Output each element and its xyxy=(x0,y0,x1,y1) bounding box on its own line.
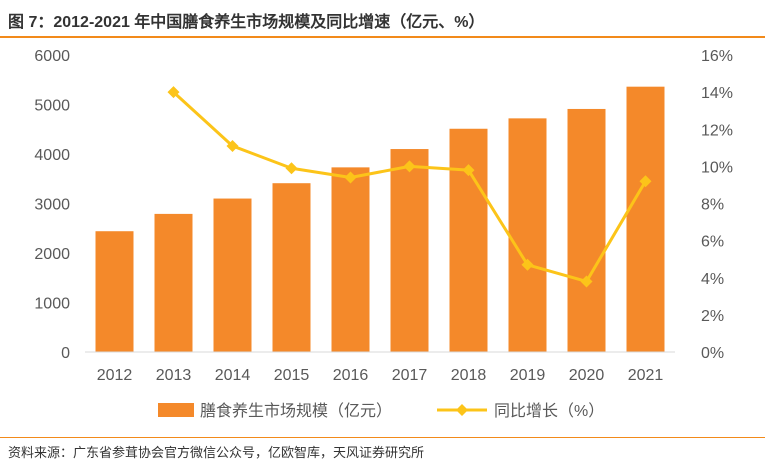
growth-point xyxy=(403,160,416,173)
bar xyxy=(95,231,134,352)
y-left-tick-label: 0 xyxy=(61,345,70,362)
bar xyxy=(154,213,193,352)
growth-point xyxy=(226,139,239,152)
y-right-tick-label: 4% xyxy=(701,271,724,288)
y-right-tick-label: 12% xyxy=(701,122,733,139)
y-right-tick-label: 10% xyxy=(701,159,733,176)
legend-label-line: 同比增长（%） xyxy=(494,402,604,420)
y-right-tick-label: 6% xyxy=(701,234,724,251)
growth-point xyxy=(639,175,652,188)
legend-swatch-marker xyxy=(456,404,468,416)
legend-swatch-bar xyxy=(158,403,194,417)
y-left-tick-label: 3000 xyxy=(34,197,70,214)
bar xyxy=(626,86,665,353)
y-right-tick-label: 14% xyxy=(701,85,733,102)
y-left-tick-label: 6000 xyxy=(34,48,70,65)
axes: 0 1000 2000 3000 4000 5000 6000 0% 2% 4% 6% 8% 10% 12… xyxy=(34,48,733,384)
growth-point xyxy=(521,258,534,271)
line-series xyxy=(167,86,652,288)
y-right-tick-label: 16% xyxy=(701,48,733,65)
x-tick-label: 2021 xyxy=(628,367,664,384)
growth-point xyxy=(580,275,593,288)
growth-point xyxy=(167,86,180,99)
y-right-tick-label: 2% xyxy=(701,308,724,325)
bar-series xyxy=(95,86,665,353)
y-right-tick-label: 8% xyxy=(701,197,724,214)
growth-point xyxy=(285,162,298,175)
source-note: 资料来源：广东省参茸协会官方微信公众号，亿欧智库，天风证券研究所 xyxy=(8,445,425,460)
x-tick-label: 2019 xyxy=(510,367,546,384)
bar xyxy=(449,128,488,352)
source-divider xyxy=(0,437,765,438)
figure-title: 图 7：2012-2021 年中国膳食养生市场规模及同比增速（亿元、%） xyxy=(8,14,485,31)
x-tick-label: 2016 xyxy=(333,367,369,384)
x-tick-label: 2020 xyxy=(569,367,605,384)
x-tick-label: 2014 xyxy=(215,367,251,384)
chart-area: 0 1000 2000 3000 4000 5000 6000 0% 2% 4% 6% 8% 10% 12… xyxy=(0,38,765,438)
y-left-tick-label: 2000 xyxy=(34,246,70,263)
bar xyxy=(390,149,429,352)
growth-point xyxy=(462,164,475,177)
x-tick-label: 2012 xyxy=(97,367,133,384)
x-tick-label: 2018 xyxy=(451,367,487,384)
x-tick-label: 2013 xyxy=(156,367,192,384)
legend: 膳食养生市场规模（亿元） 同比增长（%） xyxy=(158,402,604,420)
bar xyxy=(331,167,370,352)
combo-chart: 0 1000 2000 3000 4000 5000 6000 0% 2% 4% 6% 8% 10% 12… xyxy=(34,48,733,420)
bar xyxy=(567,108,606,352)
figure-title-bar: 图 7：2012-2021 年中国膳食养生市场规模及同比增速（亿元、%） xyxy=(0,0,765,38)
y-right-tick-label: 0% xyxy=(701,345,724,362)
bar xyxy=(508,118,547,352)
title-divider xyxy=(0,36,765,38)
y-left-tick-label: 1000 xyxy=(34,296,70,313)
x-tick-label: 2017 xyxy=(392,367,428,384)
y-left-tick-label: 4000 xyxy=(34,147,70,164)
legend-label-bar: 膳食养生市场规模（亿元） xyxy=(200,402,392,420)
bar xyxy=(213,198,252,352)
growth-point xyxy=(344,171,357,184)
bar xyxy=(272,183,311,352)
x-tick-label: 2015 xyxy=(274,367,310,384)
y-left-tick-label: 5000 xyxy=(34,98,70,115)
